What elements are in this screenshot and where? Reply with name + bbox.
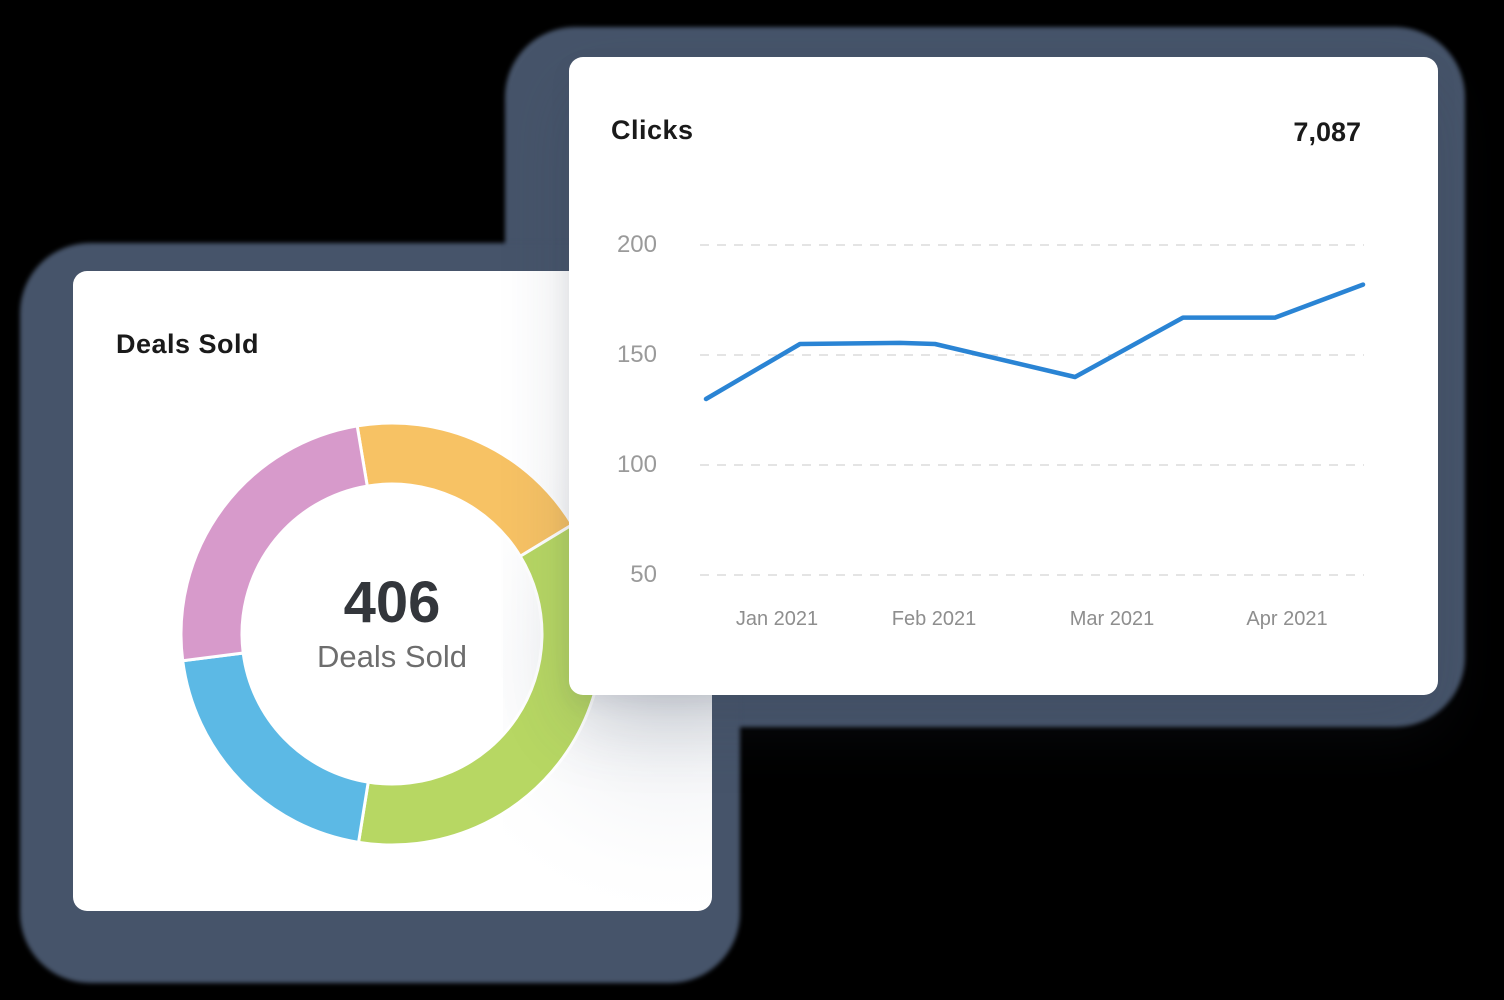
clicks-card-title: Clicks <box>611 115 694 145</box>
donut-segment <box>181 651 370 845</box>
clicks-card: Clicks 7,087 200 150 100 50 Jan 2021 Feb… <box>569 57 1438 695</box>
grid-lines <box>700 244 1364 576</box>
y-tick-200: 200 <box>616 231 657 258</box>
clicks-series-line <box>703 282 1366 402</box>
deals-total-value: 406 <box>343 570 441 635</box>
y-tick-100: 100 <box>616 451 657 478</box>
x-tick-apr: Apr 2021 <box>1246 608 1328 630</box>
deals-card-title: Deals Sold <box>116 329 260 359</box>
donut-segment <box>179 424 369 663</box>
x-tick-jan: Jan 2021 <box>735 608 819 630</box>
deals-total-label: Deals Sold <box>317 639 467 674</box>
y-tick-150: 150 <box>616 341 657 368</box>
clicks-total-value: 7,087 <box>1293 117 1361 147</box>
y-tick-50: 50 <box>630 561 657 588</box>
x-tick-feb: Feb 2021 <box>891 608 977 630</box>
x-tick-mar: Mar 2021 <box>1069 608 1155 630</box>
donut-center: 406 Deals Sold <box>242 571 542 677</box>
line-chart <box>700 244 1366 576</box>
donut-chart <box>179 421 605 847</box>
donut-segment <box>355 421 575 559</box>
